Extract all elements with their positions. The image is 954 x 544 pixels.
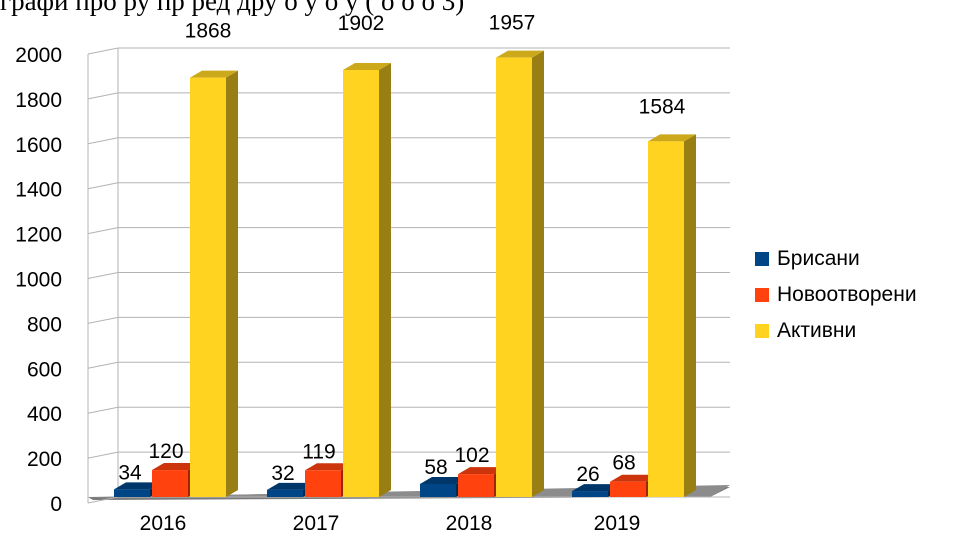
- x-tick-label: 2019: [594, 512, 641, 535]
- bar: [610, 481, 646, 497]
- side-gridline: [87, 92, 119, 100]
- bar-top: [610, 474, 658, 482]
- side-gridline: [87, 182, 119, 190]
- bar-top: [190, 70, 238, 78]
- bar-top: [343, 63, 391, 71]
- side-gridline: [87, 272, 119, 279]
- bar: [420, 483, 456, 497]
- y-tick-label: 1200: [15, 224, 62, 247]
- side-gridline: [87, 47, 119, 55]
- side-gridline: [87, 496, 119, 504]
- side-gridline: [87, 406, 119, 414]
- y-tick-label: 1600: [15, 134, 62, 157]
- x-tick-label: 2018: [446, 512, 493, 535]
- data-label: 1957: [489, 12, 536, 35]
- y-tick-label: 1000: [15, 269, 62, 292]
- data-label: 120: [148, 440, 183, 463]
- data-label: 58: [424, 456, 447, 479]
- y-tick-label: 1800: [15, 89, 62, 112]
- bar-top: [267, 482, 315, 490]
- legend-swatch-active: [755, 324, 769, 338]
- bar-side: [226, 70, 238, 497]
- bar-top: [648, 134, 696, 142]
- y-tick-label: 200: [27, 448, 62, 471]
- side-gridline: [87, 451, 119, 459]
- x-tick-label: 2016: [140, 512, 187, 535]
- legend-label-active: Активни: [777, 319, 857, 342]
- y-tick-label: 0: [50, 493, 62, 516]
- legend-item-deleted: Брисани: [755, 241, 917, 277]
- data-label: 102: [454, 444, 489, 467]
- y-tick-label: 2000: [15, 44, 62, 67]
- legend-item-new: Новоотворени: [755, 277, 917, 313]
- bar-top: [114, 482, 162, 490]
- bar-side: [379, 63, 391, 497]
- bar-side: [684, 134, 696, 497]
- bar-top: [496, 50, 544, 58]
- bar-top: [572, 484, 620, 492]
- side-gridline: [87, 227, 119, 235]
- bar: [152, 470, 188, 497]
- bar: [190, 77, 226, 497]
- legend-label-new: Новоотворени: [777, 283, 917, 306]
- data-label: 1902: [338, 12, 385, 35]
- data-label: 26: [576, 463, 599, 486]
- bar-side: [532, 50, 544, 497]
- legend: Брисани Новоотворени Активни: [755, 241, 917, 349]
- bar: [305, 470, 341, 497]
- bar: [572, 491, 608, 497]
- y-tick-label: 400: [27, 403, 62, 426]
- data-label: 68: [612, 452, 635, 475]
- bar-top: [305, 463, 353, 471]
- bar-top: [152, 463, 200, 471]
- x-tick-label: 2017: [293, 512, 340, 535]
- bar: [114, 489, 150, 497]
- header-fragment: графи про ру пр ред дру о у о у ( о о о …: [0, 0, 465, 16]
- y-tick-label: 1400: [15, 179, 62, 202]
- y-tick-label: 800: [27, 313, 62, 336]
- data-label: 34: [118, 461, 142, 484]
- y-tick-label: 600: [27, 358, 62, 381]
- bar: [458, 474, 494, 497]
- bar-top: [420, 476, 468, 484]
- side-gridline: [87, 137, 119, 145]
- bar: [343, 70, 379, 497]
- side-gridline: [87, 361, 119, 369]
- data-label: 32: [271, 462, 294, 485]
- data-label: 119: [302, 440, 335, 463]
- bar: [267, 489, 303, 497]
- legend-item-active: Активни: [755, 313, 917, 349]
- bar-top: [458, 467, 506, 475]
- legend-label-deleted: Брисани: [777, 247, 860, 270]
- data-label: 1868: [185, 20, 232, 43]
- bar: [496, 57, 532, 497]
- chart-floor-top: [88, 485, 730, 498]
- legend-swatch-new: [755, 288, 769, 302]
- side-gridline: [87, 316, 119, 324]
- bar: [648, 141, 684, 497]
- legend-swatch-deleted: [755, 252, 769, 266]
- data-label: 1584: [639, 95, 686, 118]
